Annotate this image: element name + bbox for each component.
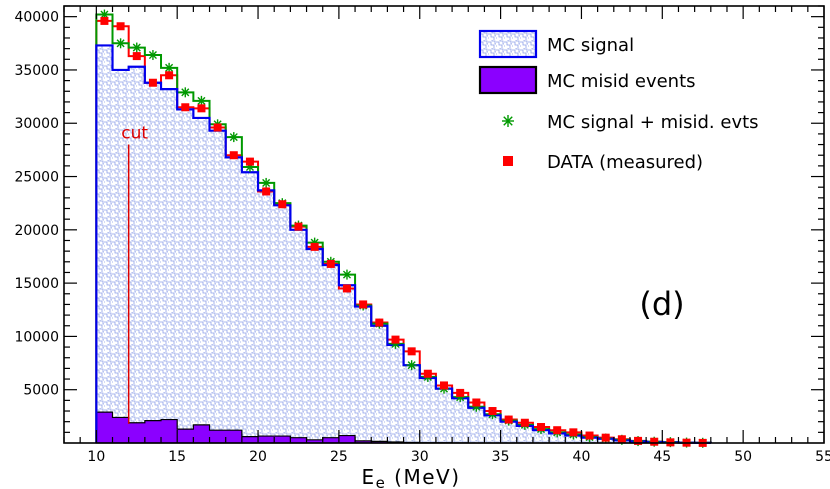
x-tick-label: 25 [330, 449, 348, 465]
data-point [407, 347, 416, 356]
legend-key-data [503, 156, 513, 166]
data-point [359, 300, 368, 309]
mc-sum-point [406, 360, 417, 371]
legend-key-mc-sum [502, 115, 514, 127]
legend-label: MC signal [547, 35, 634, 56]
data-point [423, 369, 432, 378]
x-tick-label: 15 [168, 449, 186, 465]
data-point [342, 284, 351, 293]
data-point [569, 428, 578, 437]
x-tick-label: 45 [653, 449, 671, 465]
panel-label: (d) [639, 285, 684, 323]
data-point [391, 335, 400, 344]
data-point [634, 436, 643, 445]
x-axis-label-sub: e [376, 474, 387, 489]
data-point [100, 16, 109, 25]
data-point [294, 222, 303, 231]
data-point [520, 418, 529, 427]
data-point [585, 431, 594, 440]
data-point [116, 22, 125, 31]
legend-label: MC signal + misid. evts [547, 112, 759, 133]
x-tick-label: 10 [87, 449, 105, 465]
data-point [601, 433, 610, 442]
data-point [245, 157, 254, 166]
legend-label: DATA (measured) [547, 152, 703, 173]
y-tick-label: 25000 [14, 170, 59, 186]
data-point [181, 103, 190, 112]
data-point [472, 398, 481, 407]
data-point [310, 242, 319, 251]
cut-label: cut [121, 124, 148, 144]
data-point [262, 187, 271, 196]
x-tick-label: 35 [492, 449, 510, 465]
data-point [132, 52, 141, 61]
x-tick-label: 20 [249, 449, 267, 465]
data-point [650, 437, 659, 446]
y-tick-label: 35000 [14, 63, 59, 79]
x-tick-label: 55 [815, 449, 830, 465]
x-tick-label: 40 [573, 449, 591, 465]
mc-sum-point [341, 269, 352, 280]
data-point [553, 426, 562, 435]
data-point [326, 259, 335, 268]
mc-sum-point [164, 62, 175, 73]
mc-sum-point [115, 38, 126, 49]
y-tick-label: 30000 [14, 116, 59, 132]
data-point [165, 71, 174, 80]
legend-label: MC misid events [547, 71, 696, 92]
y-tick-label: 20000 [14, 223, 59, 239]
x-tick-label: 50 [734, 449, 752, 465]
cut-annotation: cut [121, 124, 148, 424]
data-point [456, 388, 465, 397]
data-point [504, 415, 513, 424]
x-tick-label: 30 [411, 449, 429, 465]
y-tick-label: 5000 [23, 383, 59, 399]
mc-signal-fill [96, 45, 711, 443]
mc-sum-point [196, 95, 207, 106]
x-axis-label-main: E [361, 465, 375, 489]
axes-layer: 10 15 20 25 30 35 40 45 50 55 5000 10000 15000 20000 2… [14, 5, 830, 465]
data-point [278, 200, 287, 209]
y-tick-label: 40000 [14, 10, 59, 26]
legend: MC signal MC misid events MC signal + misi… [478, 29, 759, 173]
data-point [375, 318, 384, 327]
data-point [440, 381, 448, 390]
mc-sum-point [261, 177, 272, 188]
histogram-marker-layer [99, 9, 708, 448]
plot-frame [63, 5, 825, 444]
mc-sum-point [180, 87, 191, 98]
x-axis-label-unit: (MeV) [386, 465, 460, 489]
data-point [537, 423, 546, 432]
mc-sum-point [147, 50, 158, 61]
data-point [213, 123, 222, 132]
mc-sum-point [99, 9, 110, 20]
mc-sum-point [228, 132, 239, 143]
data-point [617, 435, 626, 444]
legend-key-mc-signal [478, 29, 538, 59]
y-tick-label: 15000 [14, 276, 59, 292]
data-point [148, 78, 157, 87]
mc-sum-point [131, 42, 142, 53]
data-point [197, 104, 206, 113]
data-point [229, 151, 238, 160]
data-point [488, 407, 497, 416]
x-axis-label: Ee (MeV) [361, 465, 460, 489]
legend-key-mc-misid [478, 65, 538, 95]
y-tick-label: 10000 [14, 329, 59, 345]
